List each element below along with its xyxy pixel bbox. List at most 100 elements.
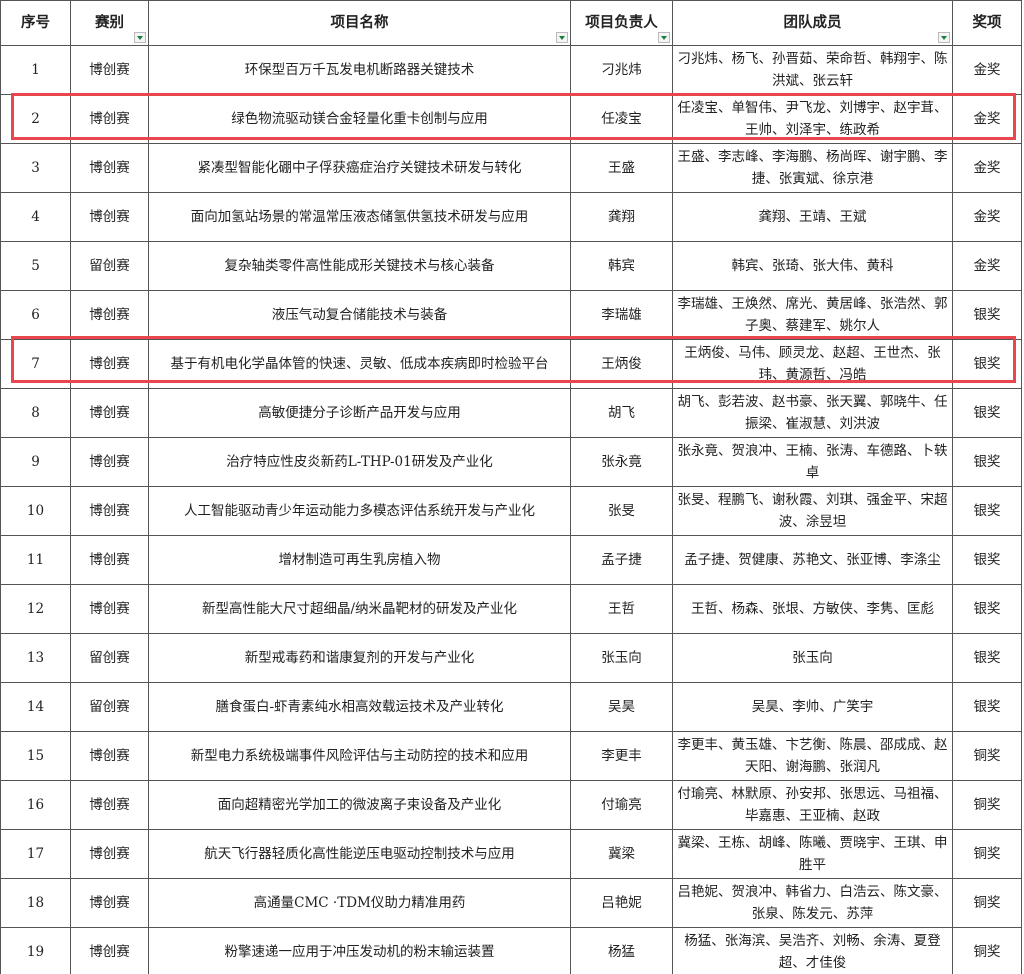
cell-award[interactable]: 金奖 — [952, 143, 1022, 193]
cell-index[interactable]: 2 — [0, 94, 71, 144]
cell-team[interactable]: 龚翔、王靖、王斌 — [672, 192, 953, 242]
cell-index[interactable]: 19 — [0, 927, 71, 974]
cell-project-name[interactable]: 航天飞行器轻质化高性能逆压电驱动控制技术与应用 — [148, 829, 571, 879]
cell-award[interactable]: 金奖 — [952, 94, 1022, 144]
cell-award[interactable]: 银奖 — [952, 339, 1022, 389]
cell-award[interactable]: 银奖 — [952, 633, 1022, 683]
cell-team[interactable]: 张永竟、贺浪冲、王楠、张涛、车德路、卜轶卓 — [672, 437, 953, 487]
cell-project-name[interactable]: 粉擎速递一应用于冲压发动机的粉末输运装置 — [148, 927, 571, 974]
cell-team[interactable]: 孟子捷、贺健康、苏艳文、张亚博、李涤尘 — [672, 535, 953, 585]
cell-leader[interactable]: 刁兆炜 — [570, 45, 673, 95]
cell-award[interactable]: 金奖 — [952, 45, 1022, 95]
cell-award[interactable]: 银奖 — [952, 682, 1022, 732]
cell-category[interactable]: 留创赛 — [70, 633, 149, 683]
cell-category[interactable]: 博创赛 — [70, 388, 149, 438]
cell-leader[interactable]: 王盛 — [570, 143, 673, 193]
cell-project-name[interactable]: 增材制造可再生乳房植入物 — [148, 535, 571, 585]
cell-team[interactable]: 王炳俊、马伟、顾灵龙、赵超、王世杰、张玮、黄源哲、冯皓 — [672, 339, 953, 389]
cell-award[interactable]: 银奖 — [952, 486, 1022, 536]
cell-team[interactable]: 吕艳妮、贺浪冲、韩省力、白浩云、陈文豪、张泉、陈发元、苏萍 — [672, 878, 953, 928]
cell-team[interactable]: 胡飞、彭若波、赵书豪、张天翼、郭晓牛、任振梁、崔淑慧、刘洪波 — [672, 388, 953, 438]
cell-index[interactable]: 4 — [0, 192, 71, 242]
cell-leader[interactable]: 李更丰 — [570, 731, 673, 781]
cell-category[interactable]: 留创赛 — [70, 241, 149, 291]
cell-category[interactable]: 博创赛 — [70, 143, 149, 193]
header-team[interactable]: 团队成员 — [672, 0, 953, 46]
cell-award[interactable]: 铜奖 — [952, 878, 1022, 928]
cell-team[interactable]: 吴昊、李帅、广笑宇 — [672, 682, 953, 732]
cell-team[interactable]: 韩宾、张琦、张大伟、黄科 — [672, 241, 953, 291]
cell-index[interactable]: 8 — [0, 388, 71, 438]
filter-dropdown-icon[interactable] — [938, 32, 950, 43]
header-award[interactable]: 奖项 — [952, 0, 1022, 46]
cell-project-name[interactable]: 人工智能驱动青少年运动能力多模态评估系统开发与产业化 — [148, 486, 571, 536]
cell-award[interactable]: 银奖 — [952, 584, 1022, 634]
cell-project-name[interactable]: 基于有机电化学晶体管的快速、灵敏、低成本疾病即时检验平台 — [148, 339, 571, 389]
cell-project-name[interactable]: 治疗特应性皮炎新药L-THP-01研发及产业化 — [148, 437, 571, 487]
cell-category[interactable]: 博创赛 — [70, 878, 149, 928]
cell-team[interactable]: 张旻、程鹏飞、谢秋霞、刘琪、强金平、宋超波、涂昱坦 — [672, 486, 953, 536]
cell-project-name[interactable]: 膳食蛋白-虾青素纯水相高效载运技术及产业转化 — [148, 682, 571, 732]
cell-project-name[interactable]: 复杂轴类零件高性能成形关键技术与核心装备 — [148, 241, 571, 291]
cell-team[interactable]: 冀梁、王栋、胡峰、陈曦、贾晓宇、王琪、申胜平 — [672, 829, 953, 879]
header-category[interactable]: 赛别 — [70, 0, 149, 46]
cell-team[interactable]: 付瑜亮、林默原、孙安邦、张思远、马祖福、毕嘉惠、王亚楠、赵政 — [672, 780, 953, 830]
cell-category[interactable]: 博创赛 — [70, 437, 149, 487]
cell-project-name[interactable]: 新型戒毒药和谐康复剂的开发与产业化 — [148, 633, 571, 683]
cell-category[interactable]: 博创赛 — [70, 535, 149, 585]
cell-project-name[interactable]: 高通量CMC ·TDM仪助力精准用药 — [148, 878, 571, 928]
cell-category[interactable]: 博创赛 — [70, 829, 149, 879]
cell-index[interactable]: 18 — [0, 878, 71, 928]
cell-team[interactable]: 李瑞雄、王焕然、席光、黄居峰、张浩然、郭子奥、蔡建军、姚尔人 — [672, 290, 953, 340]
filter-dropdown-icon[interactable] — [556, 32, 568, 43]
cell-index[interactable]: 6 — [0, 290, 71, 340]
cell-team[interactable]: 王盛、李志峰、李海鹏、杨尚晖、谢宇鹏、李捷、张寅斌、徐京港 — [672, 143, 953, 193]
cell-index[interactable]: 15 — [0, 731, 71, 781]
cell-category[interactable]: 博创赛 — [70, 339, 149, 389]
cell-team[interactable]: 李更丰、黄玉雄、卞艺衡、陈晨、邵成成、赵天阳、谢海鹏、张润凡 — [672, 731, 953, 781]
cell-category[interactable]: 留创赛 — [70, 682, 149, 732]
cell-leader[interactable]: 张旻 — [570, 486, 673, 536]
cell-project-name[interactable]: 液压气动复合储能技术与装备 — [148, 290, 571, 340]
cell-leader[interactable]: 杨猛 — [570, 927, 673, 974]
cell-index[interactable]: 9 — [0, 437, 71, 487]
header-leader[interactable]: 项目负责人 — [570, 0, 673, 46]
cell-leader[interactable]: 付瑜亮 — [570, 780, 673, 830]
cell-project-name[interactable]: 面向加氢站场景的常温常压液态储氢供氢技术研发与应用 — [148, 192, 571, 242]
cell-project-name[interactable]: 环保型百万千瓦发电机断路器关键技术 — [148, 45, 571, 95]
cell-project-name[interactable]: 绿色物流驱动镁合金轻量化重卡创制与应用 — [148, 94, 571, 144]
cell-category[interactable]: 博创赛 — [70, 290, 149, 340]
cell-category[interactable]: 博创赛 — [70, 731, 149, 781]
cell-project-name[interactable]: 面向超精密光学加工的微波离子束设备及产业化 — [148, 780, 571, 830]
cell-category[interactable]: 博创赛 — [70, 45, 149, 95]
cell-project-name[interactable]: 紧凑型智能化硼中子俘获癌症治疗关键技术研发与转化 — [148, 143, 571, 193]
cell-category[interactable]: 博创赛 — [70, 780, 149, 830]
header-project-name[interactable]: 项目名称 — [148, 0, 571, 46]
header-index[interactable]: 序号 — [0, 0, 71, 46]
cell-leader[interactable]: 冀梁 — [570, 829, 673, 879]
cell-leader[interactable]: 孟子捷 — [570, 535, 673, 585]
cell-index[interactable]: 13 — [0, 633, 71, 683]
cell-index[interactable]: 17 — [0, 829, 71, 879]
cell-project-name[interactable]: 新型高性能大尺寸超细晶/纳米晶靶材的研发及产业化 — [148, 584, 571, 634]
cell-award[interactable]: 银奖 — [952, 535, 1022, 585]
cell-project-name[interactable]: 高敏便捷分子诊断产品开发与应用 — [148, 388, 571, 438]
cell-index[interactable]: 12 — [0, 584, 71, 634]
cell-leader[interactable]: 张玉向 — [570, 633, 673, 683]
cell-leader[interactable]: 韩宾 — [570, 241, 673, 291]
cell-category[interactable]: 博创赛 — [70, 94, 149, 144]
cell-leader[interactable]: 任凌宝 — [570, 94, 673, 144]
cell-award[interactable]: 银奖 — [952, 437, 1022, 487]
cell-leader[interactable]: 吴昊 — [570, 682, 673, 732]
cell-team[interactable]: 王哲、杨森、张垠、方敏侠、李隽、匡彪 — [672, 584, 953, 634]
cell-leader[interactable]: 李瑞雄 — [570, 290, 673, 340]
cell-leader[interactable]: 王哲 — [570, 584, 673, 634]
cell-index[interactable]: 10 — [0, 486, 71, 536]
filter-dropdown-icon[interactable] — [134, 32, 146, 43]
cell-award[interactable]: 银奖 — [952, 388, 1022, 438]
cell-category[interactable]: 博创赛 — [70, 927, 149, 974]
cell-team[interactable]: 刁兆炜、杨飞、孙晋茹、荣命哲、韩翔宇、陈洪斌、张云轩 — [672, 45, 953, 95]
cell-category[interactable]: 博创赛 — [70, 486, 149, 536]
cell-award[interactable]: 金奖 — [952, 241, 1022, 291]
cell-award[interactable]: 铜奖 — [952, 829, 1022, 879]
